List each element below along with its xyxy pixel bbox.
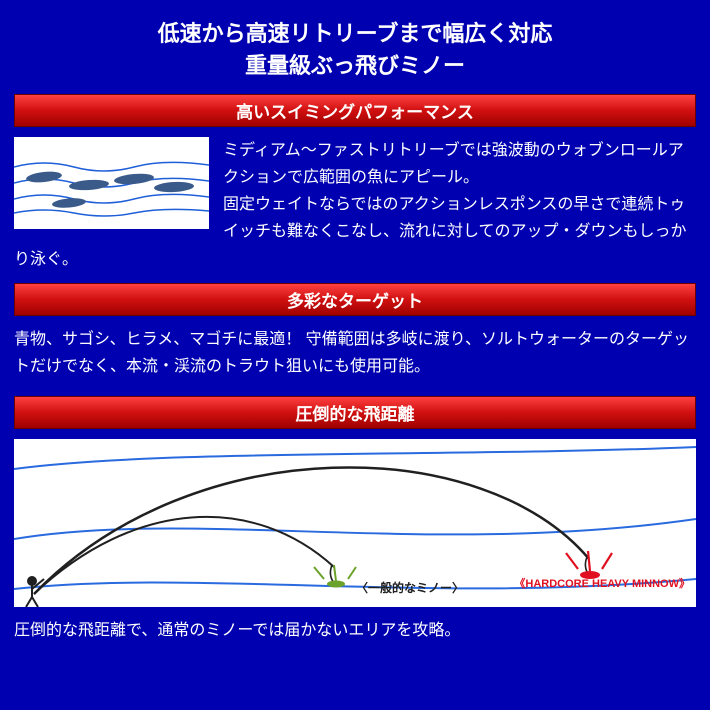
casting-distance-illustration: 〈一般的なミノー〉 《HARDCORE HEAVY MINNOW》	[14, 439, 696, 607]
title-line1: 低速から高速リトリーブまで幅広く対応	[10, 18, 700, 50]
section2-text: 青物、サゴシ、ヒラメ、マゴチに最適！ 守備範囲は多岐に渡り、ソルトウォーターのタ…	[0, 326, 710, 396]
label-hardcore-minnow: 《HARDCORE HEAVY MINNOW》	[514, 575, 690, 591]
label-general-minnow: 〈一般的なミノー〉	[356, 579, 464, 596]
section3-bar: 圧倒的な飛距離	[14, 396, 696, 429]
section1-bar: 高いスイミングパフォーマンス	[14, 94, 696, 127]
section3-caption: 圧倒的な飛距離で、通常のミノーでは届かないエリアを攻略。	[0, 617, 710, 652]
title-line2: 重量級ぶっ飛びミノー	[10, 50, 700, 82]
section2-bar: 多彩なターゲット	[14, 283, 696, 316]
section1-body: ミディアム～ファストリトリーブでは強波動のウォブンロールアクションで広範囲の魚に…	[0, 137, 710, 277]
swimming-fish-illustration	[14, 137, 209, 229]
page-title: 低速から高速リトリーブまで幅広く対応 重量級ぶっ飛びミノー	[0, 0, 710, 94]
